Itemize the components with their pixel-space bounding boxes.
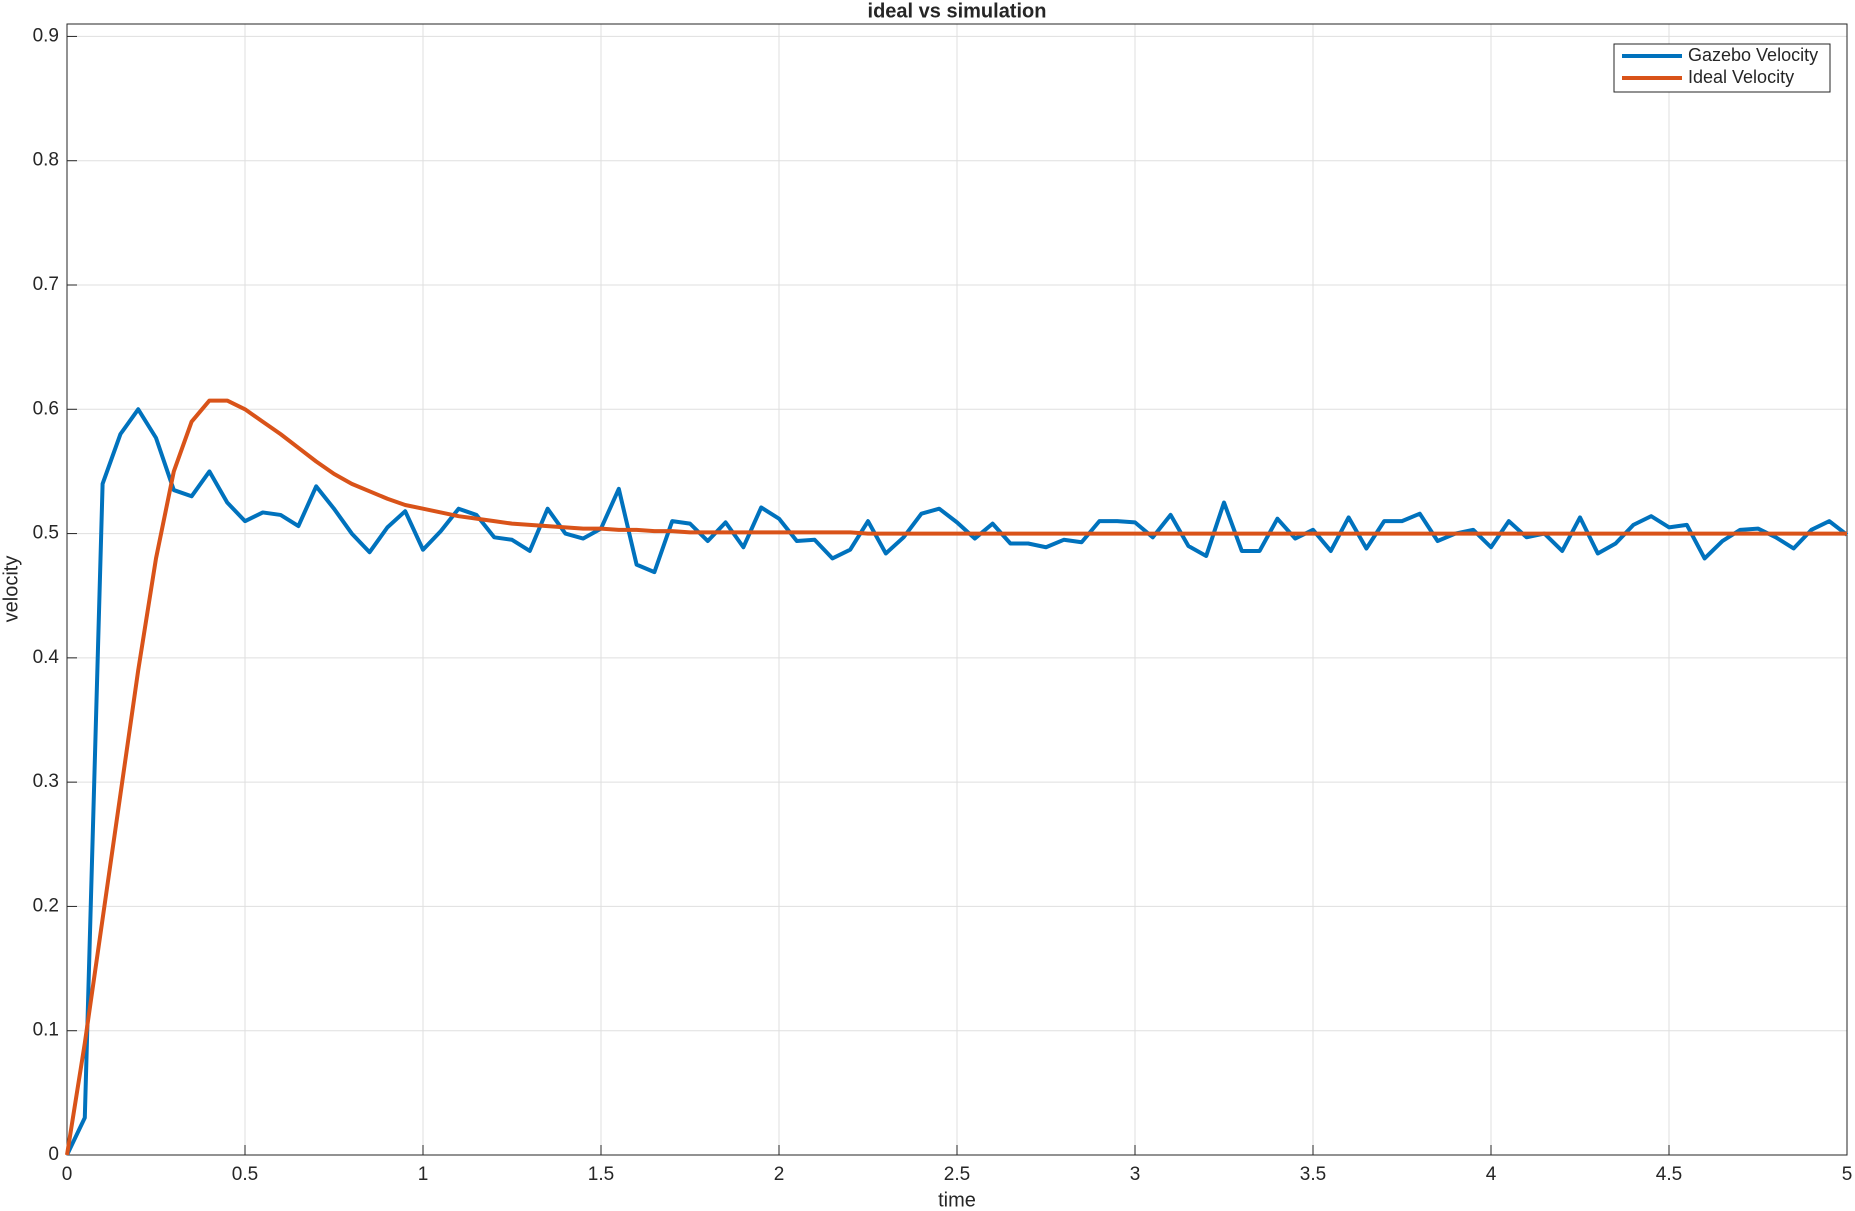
x-tick-label: 4.5 <box>1656 1164 1682 1185</box>
y-tick-label: 0.6 <box>33 398 59 419</box>
y-tick-label: 0.1 <box>33 1020 59 1041</box>
x-tick-label: 2 <box>774 1164 785 1185</box>
data-line <box>65 407 1849 1156</box>
y-tick-label: 0.8 <box>33 150 59 171</box>
x-tick-label: 5 <box>1842 1164 1853 1185</box>
x-tick-label: 4 <box>1486 1164 1497 1185</box>
x-tick-label: 3 <box>1130 1164 1141 1185</box>
y-tick-label: 0.2 <box>33 895 59 916</box>
legend-label: Ideal Velocity <box>1688 67 1794 87</box>
x-tick-label: 2.5 <box>944 1164 970 1185</box>
x-tick-label: 0.5 <box>232 1164 258 1185</box>
x-axis-label: time <box>938 1189 976 1211</box>
x-tick-label: 1.5 <box>588 1164 614 1185</box>
y-tick-label: 0 <box>48 1144 59 1165</box>
data-line <box>65 398 1847 1156</box>
y-tick-label: 0.3 <box>33 771 59 792</box>
x-tick-label: 0 <box>62 1164 73 1185</box>
y-axis-label: velocity <box>0 556 22 623</box>
chart-title: ideal vs simulation <box>868 0 1047 22</box>
y-tick-label: 0.9 <box>33 25 59 46</box>
x-tick-label: 1 <box>418 1164 429 1185</box>
legend-box <box>1613 43 1831 93</box>
y-tick-label: 0.4 <box>33 647 60 668</box>
legend-label: Gazebo Velocity <box>1688 45 1818 65</box>
y-tick-label: 0.7 <box>33 274 59 295</box>
y-tick-label: 0.5 <box>33 523 59 544</box>
x-tick-label: 3.5 <box>1300 1164 1326 1185</box>
plot-frame <box>66 23 1848 1156</box>
